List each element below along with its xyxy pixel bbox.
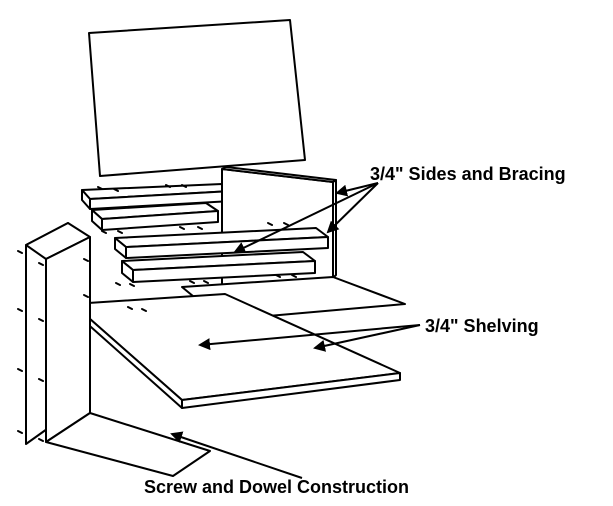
left-front-panel-face <box>46 237 90 442</box>
diagram-svg: 3/4" Sides and Bracing 3/4" Shelving Scr… <box>0 0 613 506</box>
arrow-shelving-1 <box>315 325 420 348</box>
label-construction: Screw and Dowel Construction <box>144 477 409 497</box>
label-shelving: 3/4" Shelving <box>425 316 539 336</box>
cabinet-parts <box>26 20 405 476</box>
label-sides-bracing: 3/4" Sides and Bracing <box>370 164 566 184</box>
back-panel <box>89 20 305 176</box>
right-side-panel-right <box>333 180 336 278</box>
